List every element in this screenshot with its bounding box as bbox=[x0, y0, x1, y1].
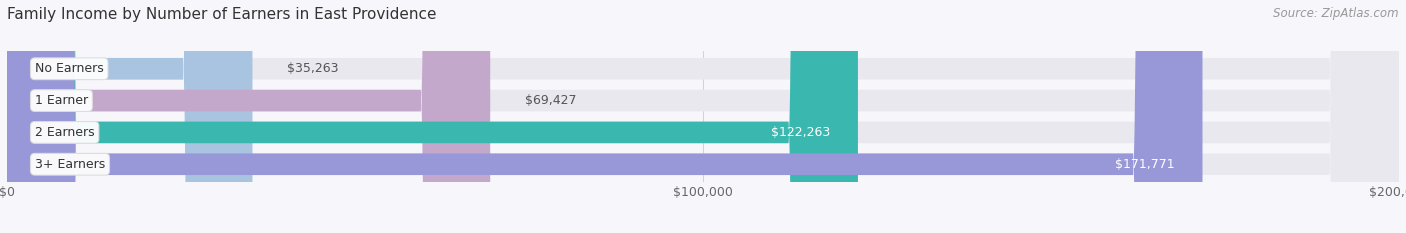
FancyBboxPatch shape bbox=[7, 0, 1399, 233]
Text: $122,263: $122,263 bbox=[770, 126, 830, 139]
Text: Family Income by Number of Earners in East Providence: Family Income by Number of Earners in Ea… bbox=[7, 7, 436, 22]
FancyBboxPatch shape bbox=[7, 0, 858, 233]
Text: 1 Earner: 1 Earner bbox=[35, 94, 89, 107]
Text: 3+ Earners: 3+ Earners bbox=[35, 158, 105, 171]
FancyBboxPatch shape bbox=[7, 0, 491, 233]
FancyBboxPatch shape bbox=[7, 0, 1399, 233]
Text: No Earners: No Earners bbox=[35, 62, 104, 75]
Text: Source: ZipAtlas.com: Source: ZipAtlas.com bbox=[1274, 7, 1399, 20]
FancyBboxPatch shape bbox=[7, 0, 253, 233]
FancyBboxPatch shape bbox=[7, 0, 1399, 233]
FancyBboxPatch shape bbox=[7, 0, 1202, 233]
Text: $171,771: $171,771 bbox=[1115, 158, 1174, 171]
Text: $69,427: $69,427 bbox=[524, 94, 576, 107]
Text: 2 Earners: 2 Earners bbox=[35, 126, 94, 139]
FancyBboxPatch shape bbox=[7, 0, 1399, 233]
Text: $35,263: $35,263 bbox=[287, 62, 339, 75]
